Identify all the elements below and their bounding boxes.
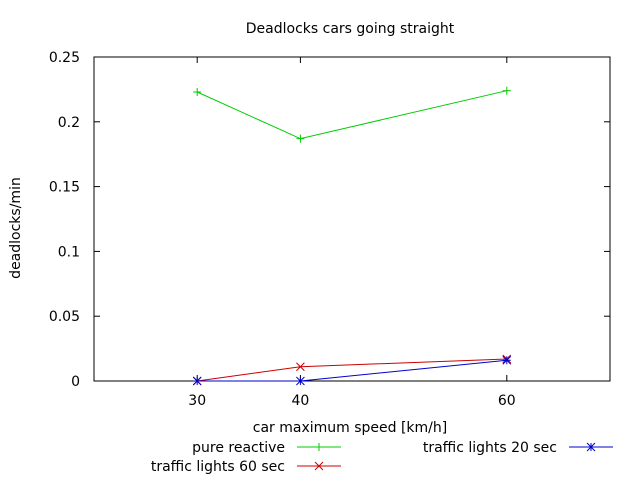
legend-label: traffic lights 20 sec: [423, 440, 557, 456]
series-line-3: [197, 359, 507, 382]
legend-item: pure reactive: [192, 440, 341, 456]
data-point: [502, 86, 511, 95]
y-tick-label: 0.05: [49, 309, 80, 325]
ticks-layer: 0 0.05 0.1 0.15 0.2 0.25 30 40 60: [49, 50, 610, 409]
data-point: [296, 362, 305, 372]
x-axis-label: car maximum speed [km/h]: [253, 420, 447, 436]
marker-stroke: [192, 376, 202, 386]
y-axis-label: deadlocks/min: [8, 177, 24, 279]
series-line-2: [197, 358, 507, 382]
legend-marker: [586, 442, 596, 452]
marker-stroke: [296, 362, 305, 372]
legend-marker: [315, 443, 323, 451]
y-tick-label: 0.1: [58, 244, 80, 260]
series-layer: [192, 86, 512, 386]
plot-frame: [93, 56, 611, 382]
legend-marker: [314, 461, 324, 471]
data-point: [502, 355, 512, 365]
y-tick-label: 0: [71, 374, 80, 390]
marker-stroke: [502, 355, 512, 365]
y-tick-label: 0.2: [58, 115, 80, 131]
x-tick-label: 60: [498, 393, 516, 409]
data-point: [296, 134, 305, 143]
y-tick-label: 0.25: [49, 50, 80, 66]
legend-item: traffic lights 20 sec: [423, 440, 613, 456]
marker-stroke: [314, 461, 324, 471]
x-tick-label: 40: [291, 393, 309, 409]
legend-label: pure reactive: [192, 440, 285, 456]
marker-stroke: [296, 376, 305, 386]
data-point: [192, 376, 202, 386]
marker-stroke: [586, 442, 596, 452]
data-point: [296, 376, 305, 386]
legend-label: traffic lights 60 sec: [151, 459, 285, 475]
y-tick-label: 0.15: [49, 180, 80, 196]
legend-item: traffic lights 60 sec: [151, 459, 341, 475]
chart-title: Deadlocks cars going straight: [246, 21, 455, 37]
x-tick-label: 30: [188, 393, 206, 409]
data-point: [193, 87, 202, 96]
legend: pure reactive traffic lights 60 sec traffi…: [151, 440, 613, 475]
series-line-1: [196, 90, 507, 140]
